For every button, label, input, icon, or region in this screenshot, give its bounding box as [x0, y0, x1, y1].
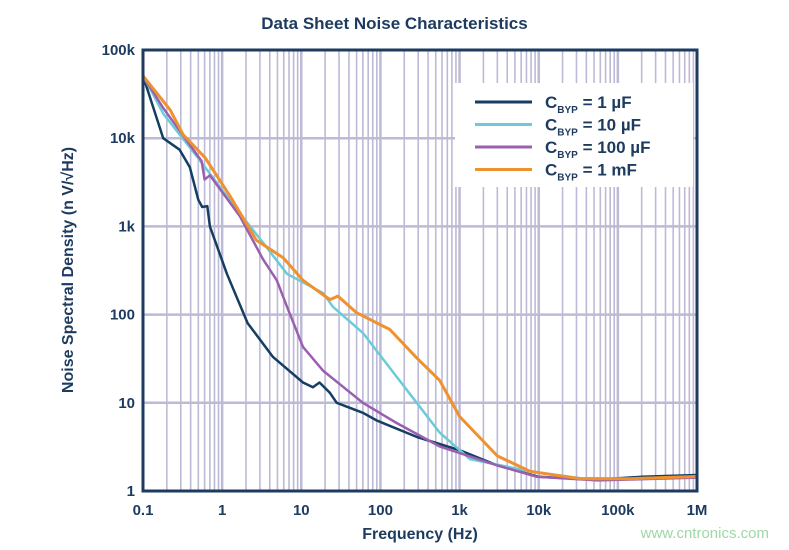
x-tick-label: 10: [293, 502, 310, 519]
legend-label: CBYP = 100 µF: [545, 138, 650, 161]
y-tick-label: 1k: [118, 218, 135, 235]
x-axis-label: Frequency (Hz): [362, 526, 478, 543]
plot-frame: [141, 48, 699, 493]
tick-labels: 0.1 1 10 100 1k 10k 100k 1M 100k 10k 1k 100 10 1: [102, 42, 708, 519]
chart-title: Data Sheet Noise Characteristics: [261, 14, 528, 33]
y-tick-label: 10k: [110, 130, 136, 147]
x-tick-label: 100k: [601, 502, 635, 519]
x-tick-label: 0.1: [133, 502, 154, 519]
y-axis-label: Noise Spectral Density (n V/√Hz): [60, 147, 77, 393]
series-lines: [141, 74, 698, 482]
legend-label: CBYP = 10 µF: [545, 116, 641, 139]
x-tick-label: 100: [368, 502, 393, 519]
x-tick-label: 1k: [451, 502, 468, 519]
y-tick-label: 100: [110, 307, 135, 324]
watermark: www.cntronics.com: [640, 525, 769, 542]
y-tick-label: 1: [127, 483, 135, 500]
y-tick-label: 100k: [102, 42, 136, 59]
x-tick-label: 1: [218, 502, 226, 519]
series-line-3: [141, 75, 698, 482]
legend-label: CBYP = 1 µF: [545, 93, 632, 116]
x-tick-label: 1M: [687, 502, 708, 519]
legend-label: CBYP = 1 mF: [545, 161, 637, 184]
series-line-4: [141, 74, 698, 481]
x-tick-label: 10k: [526, 502, 552, 519]
y-tick-label: 10: [118, 395, 135, 412]
